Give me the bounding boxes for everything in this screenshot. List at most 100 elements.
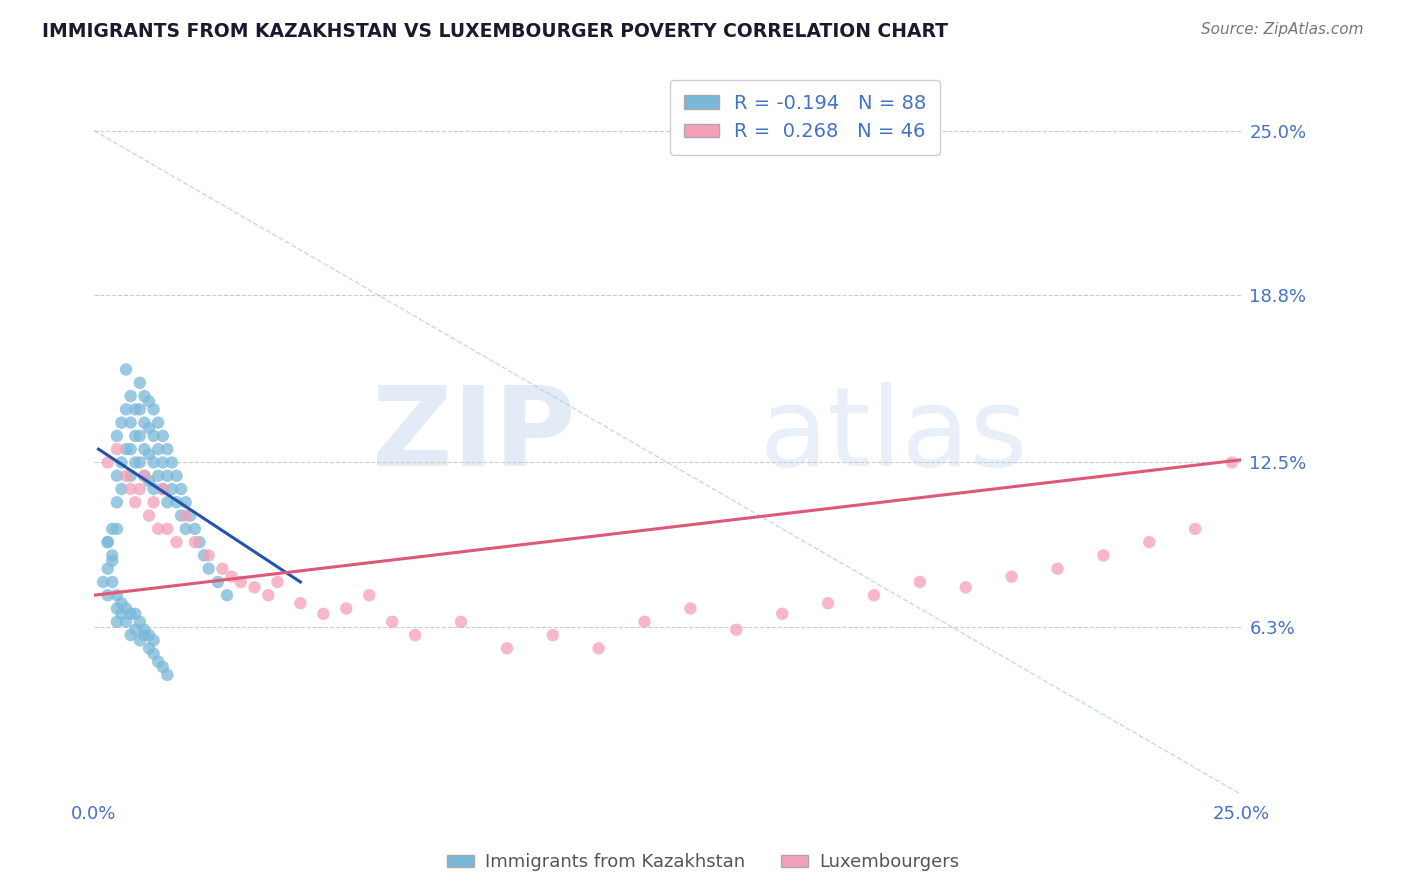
Point: [142, 482, 165, 496]
Point: [138, 641, 160, 656]
Point: [138, 508, 160, 523]
Point: [142, 633, 165, 648]
Point: [115, 601, 138, 615]
Point: [101, 549, 124, 563]
Point: [243, 580, 266, 594]
Point: [1001, 569, 1024, 583]
Point: [128, 429, 150, 443]
Point: [211, 562, 233, 576]
Point: [633, 615, 655, 629]
Point: [120, 628, 142, 642]
Point: [146, 416, 169, 430]
Point: [908, 574, 931, 589]
Point: [128, 633, 150, 648]
Point: [138, 448, 160, 462]
Point: [124, 495, 146, 509]
Point: [179, 508, 201, 523]
Point: [128, 482, 150, 496]
Point: [105, 615, 128, 629]
Point: [134, 628, 156, 642]
Point: [188, 535, 211, 549]
Text: ZIP: ZIP: [373, 383, 575, 490]
Point: [124, 429, 146, 443]
Point: [1184, 522, 1206, 536]
Point: [97, 562, 120, 576]
Point: [115, 468, 138, 483]
Point: [146, 442, 169, 457]
Point: [115, 442, 138, 457]
Point: [156, 468, 179, 483]
Point: [138, 474, 160, 488]
Point: [215, 588, 238, 602]
Point: [101, 574, 124, 589]
Point: [105, 468, 128, 483]
Point: [863, 588, 886, 602]
Point: [97, 535, 120, 549]
Point: [221, 569, 243, 583]
Point: [229, 574, 252, 589]
Point: [146, 468, 169, 483]
Point: [541, 628, 564, 642]
Point: [101, 522, 124, 536]
Point: [120, 416, 142, 430]
Point: [152, 660, 174, 674]
Point: [588, 641, 610, 656]
Point: [115, 615, 138, 629]
Legend: R = -0.194   N = 88, R =  0.268   N = 46: R = -0.194 N = 88, R = 0.268 N = 46: [671, 80, 941, 155]
Point: [105, 429, 128, 443]
Point: [134, 442, 156, 457]
Point: [955, 580, 977, 594]
Point: [142, 429, 165, 443]
Point: [120, 607, 142, 621]
Point: [184, 522, 207, 536]
Point: [207, 574, 229, 589]
Point: [134, 468, 156, 483]
Point: [142, 455, 165, 469]
Point: [817, 596, 839, 610]
Point: [197, 549, 219, 563]
Point: [115, 402, 138, 417]
Point: [450, 615, 472, 629]
Point: [105, 601, 128, 615]
Point: [725, 623, 748, 637]
Point: [174, 522, 197, 536]
Point: [266, 574, 288, 589]
Point: [184, 535, 207, 549]
Point: [124, 623, 146, 637]
Point: [105, 588, 128, 602]
Point: [115, 362, 138, 376]
Point: [312, 607, 335, 621]
Point: [174, 508, 197, 523]
Point: [160, 482, 183, 496]
Point: [174, 495, 197, 509]
Point: [166, 535, 188, 549]
Point: [97, 455, 120, 469]
Point: [1220, 455, 1243, 469]
Point: [156, 668, 179, 682]
Point: [110, 455, 132, 469]
Point: [335, 601, 357, 615]
Point: [193, 549, 215, 563]
Point: [138, 394, 160, 409]
Point: [124, 402, 146, 417]
Text: Source: ZipAtlas.com: Source: ZipAtlas.com: [1201, 22, 1364, 37]
Point: [146, 655, 169, 669]
Point: [257, 588, 280, 602]
Point: [170, 482, 193, 496]
Point: [134, 416, 156, 430]
Point: [110, 416, 132, 430]
Point: [105, 495, 128, 509]
Point: [1046, 562, 1069, 576]
Point: [290, 596, 312, 610]
Point: [404, 628, 426, 642]
Point: [120, 482, 142, 496]
Point: [128, 455, 150, 469]
Point: [152, 482, 174, 496]
Point: [156, 442, 179, 457]
Point: [142, 402, 165, 417]
Point: [359, 588, 381, 602]
Point: [679, 601, 702, 615]
Point: [166, 468, 188, 483]
Point: [128, 402, 150, 417]
Point: [138, 628, 160, 642]
